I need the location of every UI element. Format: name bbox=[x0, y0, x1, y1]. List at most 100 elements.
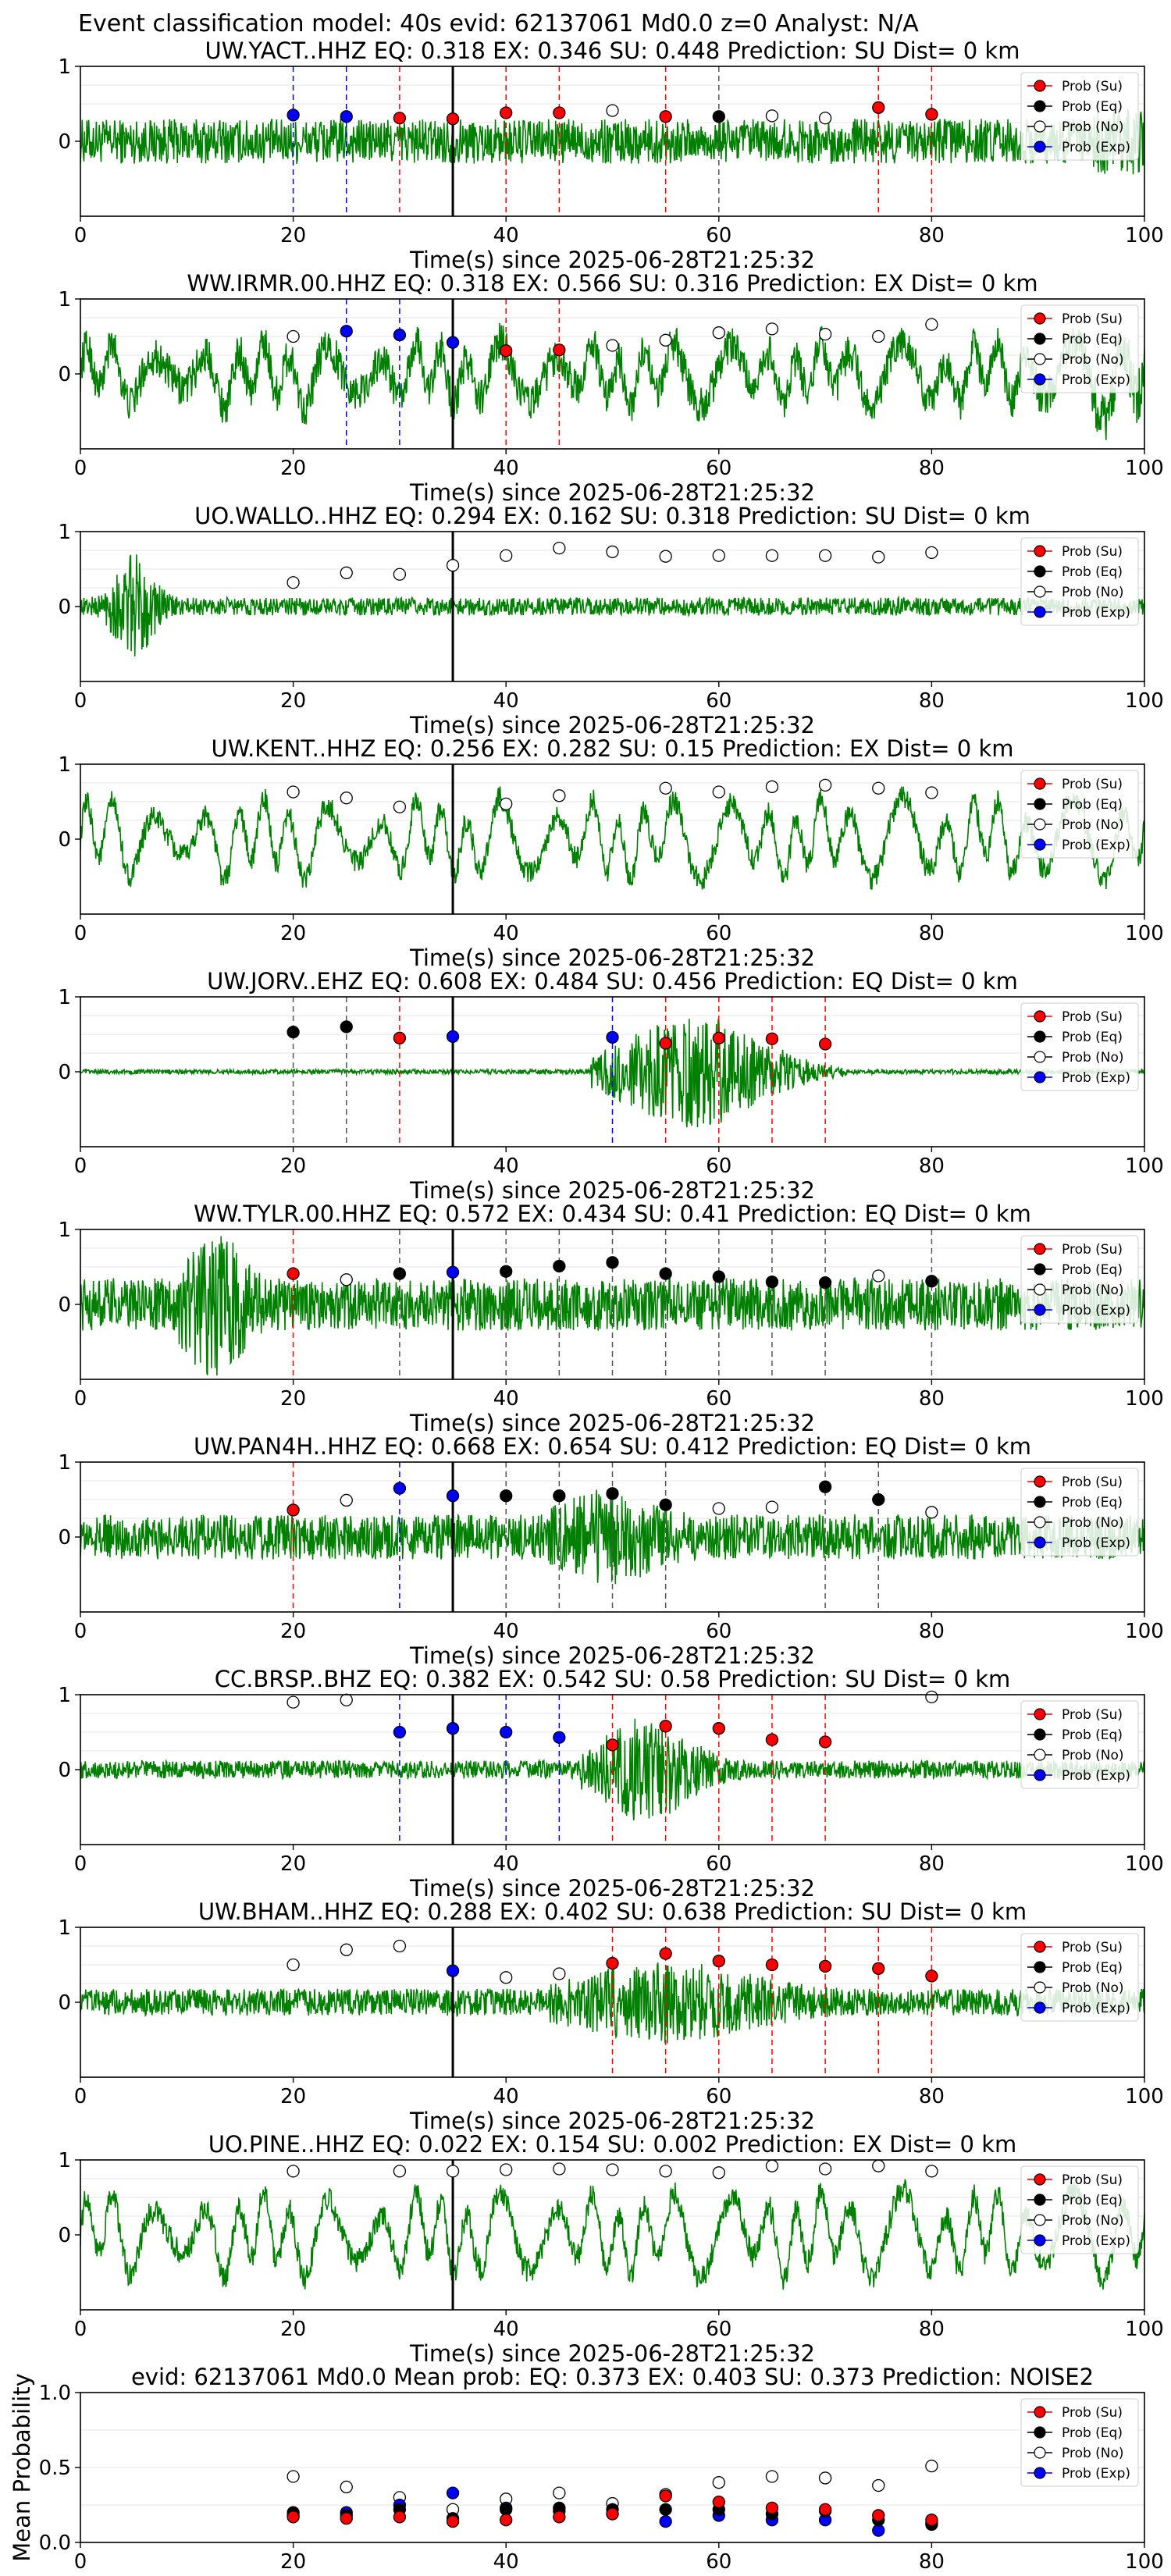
x-tick-label: 20 bbox=[280, 1852, 306, 1876]
panel-title: UO.PINE..HHZ EQ: 0.022 EX: 0.154 SU: 0.0… bbox=[208, 2131, 1017, 2158]
legend-marker-exp bbox=[1034, 606, 1046, 618]
prob-point-exp bbox=[446, 1265, 460, 1279]
legend: Prob (Su) Prob (Eq) Prob (No) Prob (Exp) bbox=[1020, 1002, 1139, 1091]
prob-point-su bbox=[712, 1722, 725, 1735]
legend-box bbox=[1020, 2398, 1139, 2487]
x-tick-label: 80 bbox=[919, 922, 945, 945]
prob-point-su bbox=[872, 101, 885, 114]
mean-point-no bbox=[818, 2471, 832, 2485]
legend-label: Prob (Exp) bbox=[1062, 1303, 1130, 1318]
legend-label: Prob (Su) bbox=[1062, 1940, 1123, 1955]
legend-marker-no bbox=[1034, 818, 1046, 831]
legend-marker-su bbox=[1034, 1243, 1046, 1255]
x-tick-label: 100 bbox=[1125, 224, 1164, 247]
plot-area bbox=[80, 1229, 1144, 1379]
waveform-trace bbox=[80, 322, 1144, 440]
legend-label: Prob (Exp) bbox=[1062, 1768, 1130, 1784]
x-tick-label: 60 bbox=[706, 1387, 731, 1411]
legend-label: Prob (Su) bbox=[1062, 2172, 1123, 2188]
mean-point-no bbox=[765, 2470, 779, 2483]
prob-point-no bbox=[340, 1493, 353, 1507]
panel-title: UW.PAN4H..HHZ EQ: 0.668 EX: 0.654 SU: 0.… bbox=[194, 1433, 1031, 1460]
x-axis-label: Time(s) since 2025-06-28T21:25:32 bbox=[409, 247, 815, 273]
prob-point-eq bbox=[712, 110, 725, 123]
x-tick-label: 40 bbox=[493, 2550, 519, 2574]
legend-marker-su bbox=[1034, 1475, 1046, 1488]
waveform-trace bbox=[80, 2179, 1144, 2290]
prob-point-eq bbox=[818, 1480, 832, 1493]
legend-marker-exp bbox=[1034, 838, 1046, 851]
x-tick-label: 100 bbox=[1125, 922, 1164, 945]
legend-marker-no bbox=[1034, 2214, 1046, 2226]
legend-box bbox=[1020, 537, 1139, 626]
prob-point-su bbox=[818, 1037, 832, 1051]
legend-marker-su bbox=[1034, 312, 1046, 325]
mean-point-su bbox=[872, 2509, 885, 2522]
legend-marker-exp bbox=[1034, 2234, 1046, 2247]
legend-marker-eq bbox=[1034, 333, 1046, 345]
prob-point-exp bbox=[287, 109, 300, 122]
prob-point-su bbox=[765, 1032, 779, 1045]
x-tick-label: 80 bbox=[919, 2550, 945, 2574]
waveform-trace bbox=[80, 1236, 1144, 1376]
legend-marker-su bbox=[1034, 545, 1046, 557]
legend-label: Prob (Exp) bbox=[1062, 2466, 1130, 2482]
legend-marker-exp bbox=[1034, 1536, 1046, 1549]
prob-point-no bbox=[287, 785, 300, 799]
prob-point-no bbox=[765, 780, 779, 793]
legend-marker-eq bbox=[1034, 1728, 1046, 1741]
legend-box bbox=[1020, 2165, 1139, 2254]
mean-point-eq bbox=[659, 2503, 672, 2516]
x-axis-label: Time(s) since 2025-06-28T21:25:32 bbox=[409, 2340, 815, 2367]
x-tick-label: 40 bbox=[493, 457, 519, 480]
prob-point-su bbox=[393, 112, 407, 125]
x-tick-label: 0 bbox=[74, 922, 87, 945]
x-tick-label: 0 bbox=[74, 2550, 87, 2574]
x-tick-label: 100 bbox=[1125, 1620, 1164, 1643]
legend-marker-exp bbox=[1034, 2467, 1046, 2479]
panel-title: UW.BHAM..HHZ EQ: 0.288 EX: 0.402 SU: 0.6… bbox=[198, 1898, 1027, 1925]
legend-label: Prob (Eq) bbox=[1062, 1960, 1123, 1976]
prob-point-su bbox=[659, 1720, 672, 1733]
prob-point-su bbox=[712, 1955, 725, 1968]
prob-point-exp bbox=[553, 1731, 566, 1744]
x-tick-label: 80 bbox=[919, 1620, 945, 1643]
legend-marker-no bbox=[1034, 1283, 1046, 1296]
x-tick-label: 60 bbox=[706, 2318, 731, 2341]
panel-title: UO.WALLO..HHZ EQ: 0.294 EX: 0.162 SU: 0.… bbox=[194, 503, 1030, 529]
legend-label: Prob (Su) bbox=[1062, 777, 1123, 792]
legend-label: Prob (Eq) bbox=[1062, 1262, 1123, 1278]
legend-label: Prob (No) bbox=[1062, 1980, 1124, 1996]
panel-6: WW.TYLR.00.HHZ EQ: 0.572 EX: 0.434 SU: 0… bbox=[58, 1201, 1163, 1436]
prob-point-no bbox=[872, 1269, 885, 1283]
y-tick-label: 1 bbox=[58, 1451, 71, 1475]
x-tick-label: 40 bbox=[493, 2085, 519, 2108]
prob-point-eq bbox=[500, 1265, 513, 1278]
y-tick-label: 0.5 bbox=[39, 2457, 71, 2480]
legend-label: Prob (Eq) bbox=[1062, 564, 1123, 580]
prob-point-no bbox=[712, 785, 725, 799]
prob-point-no bbox=[606, 104, 619, 117]
prob-point-no bbox=[872, 329, 885, 343]
legend-box bbox=[1020, 72, 1139, 161]
prob-point-no bbox=[446, 559, 460, 572]
prob-point-su bbox=[287, 1267, 300, 1280]
y-tick-label: 1 bbox=[58, 986, 71, 1009]
y-tick-label: 1 bbox=[58, 2149, 71, 2172]
prob-point-exp bbox=[393, 328, 407, 342]
legend-label: Prob (No) bbox=[1062, 2213, 1124, 2229]
prob-point-no bbox=[393, 800, 407, 813]
prob-point-no bbox=[765, 322, 779, 336]
panel-3: UO.WALLO..HHZ EQ: 0.294 EX: 0.162 SU: 0.… bbox=[58, 503, 1163, 738]
x-tick-label: 20 bbox=[280, 2550, 306, 2574]
y-tick-label: 0 bbox=[58, 1526, 71, 1550]
prob-point-no bbox=[340, 1693, 353, 1706]
prob-point-no bbox=[553, 789, 566, 802]
prob-point-no bbox=[606, 2163, 619, 2176]
legend-label: Prob (Exp) bbox=[1062, 838, 1130, 853]
prob-point-eq bbox=[393, 1267, 407, 1280]
legend-label: Prob (Exp) bbox=[1062, 1535, 1130, 1551]
prob-point-eq bbox=[340, 1020, 353, 1034]
legend-marker-no bbox=[1034, 120, 1046, 133]
x-tick-label: 80 bbox=[919, 1155, 945, 1178]
